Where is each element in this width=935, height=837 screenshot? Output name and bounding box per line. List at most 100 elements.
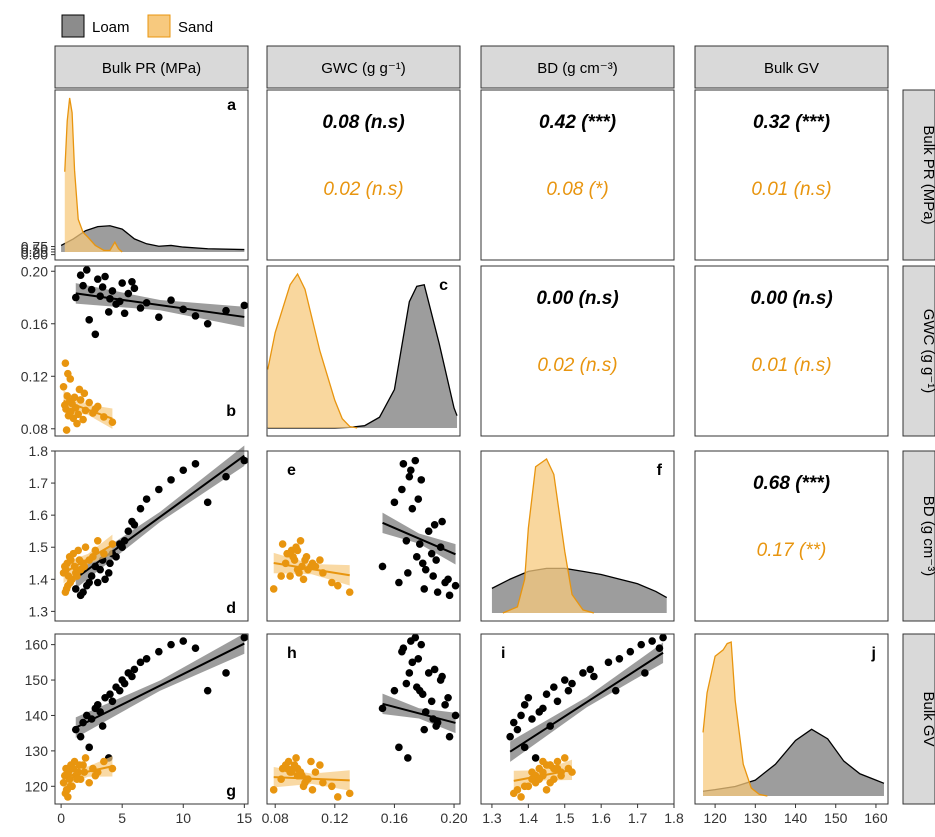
point-loam — [438, 517, 446, 526]
x-tick-label: 5 — [118, 810, 126, 826]
panel-gv-gv: j — [694, 633, 889, 805]
point-sand — [85, 398, 94, 407]
column-strip-label: Bulk GV — [764, 60, 819, 77]
point-loam — [405, 669, 414, 677]
point-loam — [445, 591, 454, 600]
x-tick-label: 120 — [703, 810, 727, 826]
point-sand — [328, 578, 336, 587]
density-area-loam — [61, 225, 245, 252]
y-tick-label: 150 — [25, 672, 49, 688]
point-sand — [319, 778, 327, 787]
point-loam — [445, 732, 454, 741]
point-loam — [108, 287, 117, 295]
point-loam — [421, 565, 430, 574]
point-loam — [136, 504, 145, 513]
point-loam — [91, 330, 100, 339]
point-sand — [100, 757, 108, 766]
point-sand — [67, 556, 75, 564]
point-sand — [269, 585, 278, 593]
point-sand — [79, 415, 87, 424]
point-loam — [130, 284, 139, 293]
x-tick-label: 15 — [237, 810, 253, 826]
legend-key-sand — [147, 14, 171, 38]
correlation-loam: 0.32 (***) — [753, 112, 830, 133]
point-sand — [278, 764, 287, 773]
x-tick-label: 0.12 — [321, 810, 348, 826]
point-loam — [417, 476, 426, 484]
panel-pr-pr: a — [54, 89, 249, 261]
point-loam — [191, 312, 200, 320]
point-loam — [115, 686, 124, 695]
panel-letter: e — [287, 462, 296, 479]
point-loam — [179, 637, 188, 645]
point-sand — [513, 786, 522, 794]
point-loam — [429, 572, 437, 580]
point-sand — [85, 778, 94, 787]
point-sand — [517, 793, 525, 801]
point-loam — [444, 693, 452, 702]
point-sand — [307, 757, 315, 766]
point-sand — [284, 549, 293, 558]
point-sand — [73, 419, 81, 428]
panel-gv-bd: i — [480, 633, 675, 805]
point-sand — [76, 396, 85, 404]
density-line-loam — [60, 225, 245, 251]
point-loam — [412, 553, 421, 561]
column-strip-label: GWC (g g⁻¹) — [321, 60, 406, 77]
point-sand — [66, 578, 75, 587]
point-sand — [293, 546, 302, 555]
point-loam — [411, 633, 420, 642]
panel-letter: d — [226, 600, 236, 617]
y-tick-label: 0.50 — [21, 241, 48, 257]
point-loam — [520, 701, 529, 709]
density-area-loam — [703, 729, 884, 796]
correlation-loam: 0.08 (n.s) — [322, 112, 404, 133]
y-tick-label: 140 — [25, 707, 49, 723]
point-loam — [564, 686, 573, 695]
point-loam — [417, 640, 426, 649]
x-tick-label: 0.20 — [440, 810, 467, 826]
point-loam — [432, 556, 440, 564]
row-strip — [902, 89, 935, 261]
x-tick-label: 1.3 — [482, 810, 502, 826]
row-strip — [902, 633, 935, 805]
density-line-sand — [702, 641, 768, 797]
density-area-loam — [267, 284, 458, 428]
point-loam — [93, 578, 102, 587]
panel-border — [266, 89, 461, 261]
point-loam — [128, 672, 136, 681]
point-loam — [87, 572, 96, 580]
point-loam — [240, 456, 249, 465]
panel-border — [694, 450, 889, 622]
correlation-loam: 0.42 (***) — [539, 112, 616, 133]
density-area-sand — [267, 274, 358, 428]
panel-gwc-bd: 0.00 (n.s) 0.02 (n.s) — [480, 265, 675, 437]
x-tick-label: 1.5 — [555, 810, 575, 826]
correlation-loam: 0.68 (***) — [753, 473, 830, 494]
point-loam — [395, 743, 403, 752]
point-loam — [427, 549, 436, 558]
y-tick-label: 0.20 — [21, 263, 48, 279]
point-sand — [328, 782, 336, 791]
point-loam — [531, 754, 540, 762]
y-tick-label: 120 — [25, 778, 49, 794]
row-strip — [902, 265, 935, 437]
column-strip — [266, 45, 461, 89]
y-tick-label: 1.4 — [29, 571, 49, 587]
correlation-sand: 0.02 (n.s) — [323, 179, 403, 200]
panel-border — [266, 265, 461, 437]
y-tick-label: 160 — [25, 637, 49, 653]
point-sand — [70, 393, 79, 402]
panel-border — [54, 89, 249, 261]
point-loam — [430, 520, 439, 529]
point-loam — [415, 540, 424, 548]
point-sand — [91, 546, 100, 555]
x-tick-label: 1.4 — [519, 810, 539, 826]
panel-gwc-gwc: c — [266, 265, 461, 437]
point-loam — [98, 722, 107, 730]
y-tick-label: 130 — [25, 743, 49, 759]
panel-border — [266, 450, 461, 622]
point-loam — [433, 588, 442, 596]
point-sand — [333, 793, 342, 801]
point-loam — [626, 647, 635, 656]
